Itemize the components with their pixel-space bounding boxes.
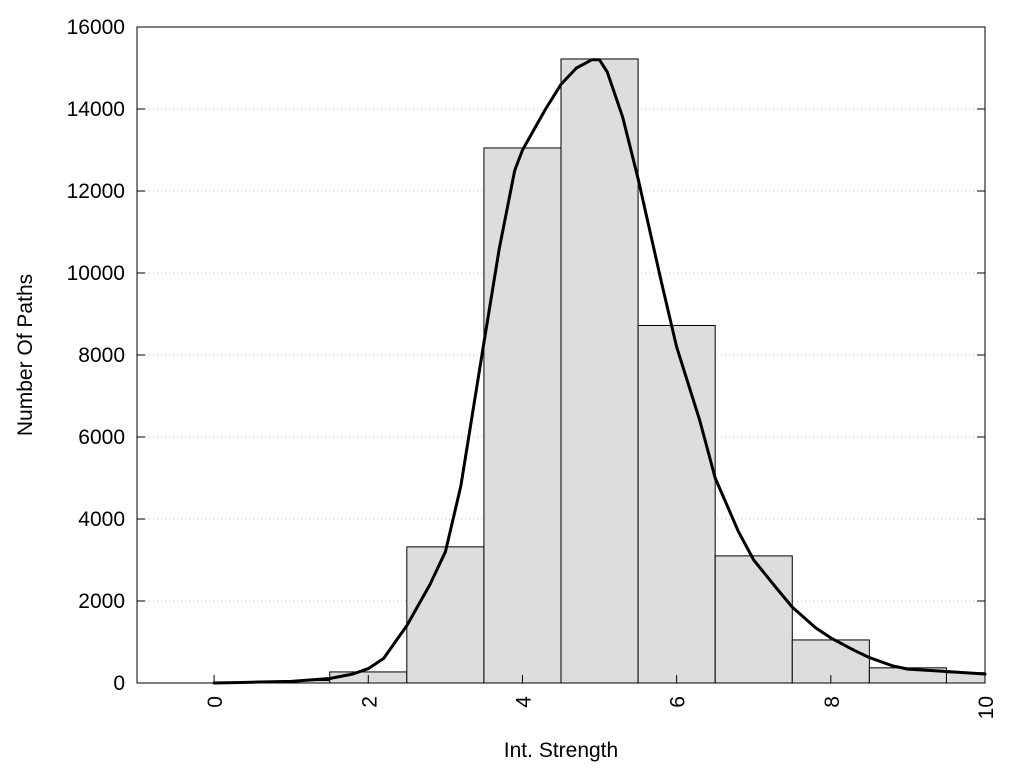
x-tick-label: 4 — [513, 696, 536, 708]
bar-3 — [406, 546, 485, 684]
y-tick-label: 14000 — [67, 98, 125, 121]
y-tick-label: 6000 — [78, 426, 125, 449]
axis-ticks: 0 2000 4000 6000 8000 10000 12000 14000 16000 0 2 4… — [67, 16, 998, 719]
y-tick-label: 8000 — [78, 344, 125, 367]
x-tick-label: 6 — [667, 696, 690, 708]
y-tick-label: 16000 — [67, 16, 125, 39]
bar-7 — [714, 555, 793, 684]
y-tick-label: 12000 — [67, 180, 125, 203]
bars — [213, 58, 986, 684]
fit-curve — [212, 58, 987, 685]
y-tick-label: 2000 — [78, 590, 125, 613]
y-axis-title: Number Of Paths — [14, 274, 37, 436]
x-tick-label: 2 — [358, 696, 381, 708]
y-tick-label: 10000 — [67, 262, 125, 285]
bar-5 — [560, 58, 639, 684]
fit-curve-layer — [212, 58, 987, 685]
y-tick-label: 0 — [113, 672, 125, 695]
y-tick-label: 4000 — [78, 508, 125, 531]
bar-4 — [483, 147, 562, 684]
x-tick-label: 0 — [204, 696, 227, 708]
x-tick-label: 8 — [821, 696, 844, 708]
bar-6 — [637, 324, 716, 684]
x-tick-label: 10 — [975, 696, 998, 719]
x-axis-title: Int. Strength — [504, 739, 618, 762]
